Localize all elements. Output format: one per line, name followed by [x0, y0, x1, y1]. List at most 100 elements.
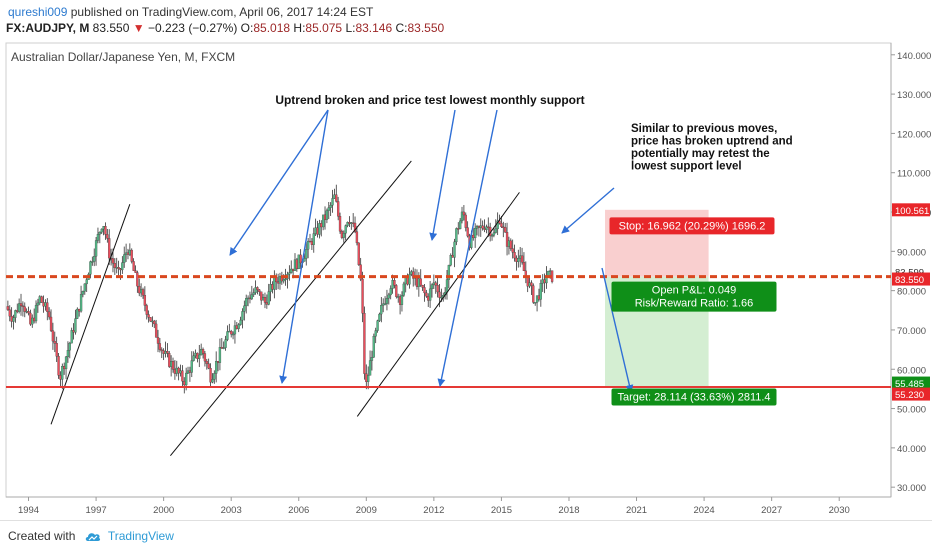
- candle-body: [205, 361, 208, 364]
- axis-label-support: 55.230: [892, 387, 930, 401]
- candle-body: [192, 355, 195, 361]
- x-tick-label: 2030: [829, 505, 850, 516]
- chart-header: qureshi009 published on TradingView.com,…: [0, 0, 932, 40]
- y-tick-label: 30.000: [897, 483, 926, 494]
- candle-body: [475, 225, 479, 229]
- y-tick-label: 70.000: [897, 326, 926, 337]
- candle-body: [12, 317, 15, 322]
- candle-body: [201, 348, 205, 354]
- candle-body: [248, 297, 252, 300]
- candle-body: [291, 268, 295, 271]
- y-tick-label: 60.000: [897, 365, 926, 376]
- symbol-label[interactable]: FX:AUDJPY, M: [6, 21, 90, 35]
- x-tick-label: 1997: [86, 505, 107, 516]
- candle-body: [149, 317, 152, 322]
- candle-body: [293, 259, 297, 271]
- candle-body: [215, 361, 218, 374]
- candle-body: [404, 277, 407, 285]
- annotation-similar-line: potentially may retest the: [631, 148, 770, 160]
- candle-body: [91, 261, 94, 263]
- candle-body: [305, 249, 308, 259]
- candle-body: [348, 222, 351, 224]
- y-tick-label: 40.000: [897, 444, 926, 455]
- axis-label-target-bg: [892, 376, 930, 390]
- candle-body: [175, 367, 178, 374]
- candle-body: [485, 226, 488, 230]
- candle-body: [153, 320, 156, 325]
- candle-body: [156, 337, 160, 344]
- candle-body: [288, 272, 291, 275]
- candle-body: [154, 323, 158, 338]
- candle-body: [400, 295, 404, 305]
- candle-body: [453, 241, 456, 258]
- y-tick-label: 120.000: [897, 129, 931, 140]
- candle-body: [325, 210, 329, 220]
- x-tick-label: 1994: [18, 505, 39, 516]
- candle-body: [312, 233, 315, 245]
- candle-body: [479, 225, 482, 228]
- candle-body: [220, 347, 223, 349]
- publish-info: published on TradingView.com, April 06, …: [67, 5, 374, 19]
- candle-body: [32, 317, 36, 322]
- candle-body: [261, 296, 265, 301]
- candle-body: [385, 298, 389, 304]
- candle-body: [359, 264, 362, 280]
- candle-body: [55, 343, 58, 357]
- low-label: L:: [342, 21, 356, 35]
- annotation-arrow: [437, 109, 498, 387]
- candle-body: [477, 225, 481, 228]
- low-value: 83.146: [355, 21, 393, 35]
- candle-body: [252, 292, 255, 295]
- chart-svg[interactable]: Australian Dollar/Japanese Yen, M, FXCM 1…: [0, 40, 932, 520]
- candle-body: [96, 234, 100, 241]
- candle-body: [196, 352, 199, 359]
- price-change: −0.223 (−0.27%): [144, 21, 238, 35]
- candle-body: [145, 305, 148, 315]
- candle-body: [16, 310, 19, 312]
- candle-body: [108, 238, 111, 259]
- axis-label-stop: 100.561: [892, 203, 930, 217]
- candle-body: [276, 281, 280, 284]
- axis-label-target-text: 55.485: [895, 379, 924, 390]
- candle-body: [367, 375, 370, 382]
- candle-body: [314, 227, 317, 234]
- candle-body: [213, 373, 216, 380]
- candle-body: [496, 220, 499, 230]
- candle-body: [38, 296, 41, 304]
- candle-body: [119, 268, 122, 271]
- candle-body: [391, 280, 394, 289]
- candle-body: [237, 324, 240, 329]
- candle-body: [179, 370, 182, 374]
- candle-body: [402, 283, 405, 296]
- annotation-similar: Similar to previous moves, price has brok…: [631, 123, 793, 173]
- candle-body: [185, 372, 188, 386]
- candle-body: [102, 226, 105, 230]
- candle-body: [42, 302, 45, 307]
- candle-body: [502, 226, 505, 229]
- candle-body: [430, 284, 434, 290]
- stop-label-text: Stop: 16.962 (20.29%) 1696.2: [619, 220, 766, 232]
- chart-area[interactable]: Australian Dollar/Japanese Yen, M, FXCM 1…: [0, 40, 932, 520]
- candle-body: [338, 216, 342, 232]
- candle-body: [132, 261, 135, 271]
- candle-body: [295, 259, 299, 270]
- candle-body: [447, 264, 451, 280]
- trendline: [170, 160, 412, 457]
- candle-body: [415, 276, 419, 287]
- footer: Created with TradingView: [0, 520, 932, 551]
- high-label: H:: [290, 21, 306, 35]
- pnl-label-bg: [611, 281, 777, 312]
- candle-body: [472, 234, 475, 239]
- candle-body: [278, 276, 282, 284]
- tradingview-brand[interactable]: TradingView: [107, 529, 174, 543]
- candle-body: [171, 361, 175, 370]
- candle-body: [363, 313, 366, 374]
- candle-body: [239, 319, 242, 325]
- candle-body: [481, 225, 484, 229]
- author-link[interactable]: qureshi009: [8, 5, 68, 19]
- candle-body: [310, 241, 314, 245]
- candle-body: [83, 283, 86, 292]
- candle-body: [500, 223, 503, 228]
- candle-body: [111, 258, 115, 264]
- candle-body: [29, 312, 32, 325]
